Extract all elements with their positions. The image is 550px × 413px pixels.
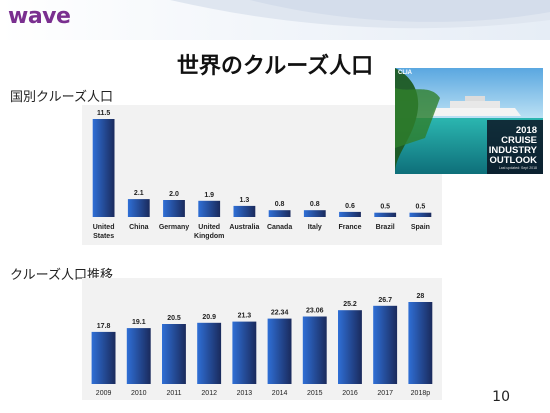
category-label: France — [339, 224, 362, 231]
category-label: 2011 — [166, 390, 181, 397]
cover-small-print: Last updated: Sept 2018 — [498, 166, 537, 170]
cover-title-line: OUTLOOK — [489, 155, 538, 166]
cruise-outlook-cover: CLIA 2018 CRUISE INDUSTRY OUTLOOK Last u… — [395, 68, 543, 174]
category-label: United Kingdom — [194, 224, 224, 240]
bar — [338, 310, 362, 384]
data-label: 0.6 — [345, 203, 355, 210]
data-label: 2.0 — [169, 191, 179, 198]
category-label: Germany — [159, 224, 189, 231]
cover-title-line: CRUISE — [501, 135, 537, 146]
bar — [303, 210, 326, 217]
data-label: 11.5 — [97, 110, 110, 117]
category-label: United States — [93, 224, 115, 240]
header-decoration — [170, 0, 550, 29]
category-label: Brazil — [376, 224, 395, 231]
bar — [198, 200, 221, 217]
bar — [127, 199, 150, 217]
category-label: Spain — [411, 224, 430, 231]
data-label: 26.7 — [378, 297, 392, 304]
country-population-chart: 11.5 United States 2.1 China 2.0 Germany 1.9 Uni… — [92, 110, 432, 240]
category-label: 2017 — [377, 390, 393, 397]
category-label: 2014 — [272, 390, 288, 397]
bar — [339, 211, 361, 217]
category-label: 2009 — [96, 390, 112, 397]
bar — [233, 205, 256, 217]
bar — [163, 200, 185, 217]
bar — [232, 321, 257, 384]
category-label: China — [129, 224, 149, 231]
bar — [92, 119, 115, 217]
bar — [267, 318, 292, 384]
category-label: Australia — [229, 224, 259, 231]
population-trend-chart: 17.8 2009 19.1 2010 20.5 2011 20.9 2012 21.3 2013… — [91, 293, 433, 397]
data-label: 25.2 — [343, 301, 357, 308]
category-label: Canada — [267, 224, 292, 231]
bar — [91, 331, 116, 384]
clia-logo: CLIA — [398, 70, 412, 76]
category-label: 2013 — [237, 390, 253, 397]
bar — [197, 322, 222, 384]
bar — [374, 212, 397, 217]
wave-logo: wave — [8, 4, 71, 29]
cover-title-line: INDUSTRY — [488, 145, 537, 156]
data-label: 0.8 — [310, 201, 320, 208]
category-label: 2015 — [307, 390, 323, 397]
bar — [373, 305, 398, 384]
country-chart-background — [82, 105, 442, 245]
data-label: 20.9 — [202, 314, 216, 321]
data-label: 20.5 — [167, 315, 181, 322]
data-label: 0.5 — [416, 204, 426, 211]
bar — [409, 212, 432, 217]
cover-title-line: 2018 — [515, 125, 537, 136]
bar — [408, 302, 433, 384]
cruise-ship-photo — [395, 68, 543, 174]
data-label: 22.34 — [271, 310, 289, 317]
data-label: 0.8 — [275, 201, 285, 208]
data-label: 23.06 — [306, 308, 324, 315]
data-label: 0.5 — [380, 204, 390, 211]
by-country-label: 国別クルーズ人口 — [10, 90, 113, 105]
data-label: 28 — [417, 293, 425, 300]
category-label: 2010 — [131, 390, 147, 397]
data-label: 2.1 — [134, 190, 144, 197]
data-label: 17.8 — [97, 323, 111, 330]
data-label: 1.3 — [240, 197, 250, 204]
bar — [268, 210, 291, 217]
data-label: 1.9 — [204, 192, 214, 199]
bar — [162, 324, 186, 384]
category-label: 2016 — [342, 390, 358, 397]
category-label: 2012 — [201, 390, 217, 397]
cover-title: 2018 CRUISE INDUSTRY OUTLOOK — [489, 126, 537, 166]
category-label: 2018p — [411, 390, 431, 397]
bar — [126, 328, 151, 384]
slide-title: 世界のクルーズ人口 — [176, 54, 374, 79]
page-number: 10 — [492, 389, 510, 405]
category-label: Italy — [308, 224, 322, 231]
data-label: 21.3 — [238, 313, 252, 320]
data-label: 19.1 — [132, 319, 146, 326]
bar — [302, 316, 327, 384]
